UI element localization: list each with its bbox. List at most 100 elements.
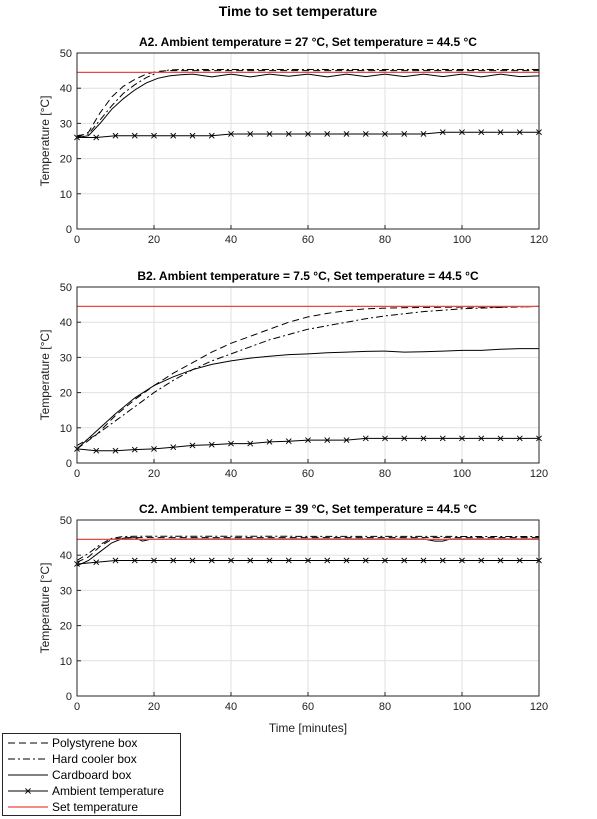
data-point-ambient-temperature [93, 447, 100, 454]
data-point-ambient-temperature [112, 557, 119, 564]
x-tick-label: 100 [453, 234, 471, 246]
y-tick-label: 20 [60, 621, 72, 633]
data-point-ambient-temperature [382, 557, 388, 564]
data-point-ambient-temperature [247, 440, 254, 447]
data-point-ambient-temperature [170, 557, 177, 564]
legend-label-hard-cooler-box: Hard cooler box [52, 752, 137, 766]
data-point-ambient-temperature [459, 435, 465, 442]
data-point-ambient-temperature [151, 446, 157, 452]
data-point-ambient-temperature [497, 557, 504, 564]
x-tick-label: 80 [379, 234, 391, 246]
y-tick-label: 0 [66, 691, 72, 703]
y-tick-label: 40 [60, 550, 72, 562]
x-tick-label: 80 [379, 701, 391, 713]
data-point-ambient-temperature [420, 131, 427, 137]
data-point-ambient-temperature [189, 557, 196, 564]
x-tick-label: 60 [302, 468, 314, 480]
data-point-ambient-temperature [208, 132, 215, 139]
x-tick-label: 80 [379, 468, 391, 480]
series-line-polystyrene-box [77, 70, 539, 138]
series-line-hard-cooler-box [77, 305, 539, 446]
y-tick-label: 10 [60, 423, 72, 435]
data-point-ambient-temperature [266, 131, 273, 137]
series-line-hard-cooler-box [77, 69, 539, 137]
data-point-ambient-temperature [247, 131, 254, 137]
x-tick-label: 20 [148, 468, 160, 480]
data-point-ambient-temperature [266, 557, 273, 564]
y-tick-label: 0 [66, 224, 72, 236]
data-point-ambient-temperature [93, 559, 100, 566]
data-point-ambient-temperature [112, 132, 119, 139]
data-point-ambient-temperature [170, 132, 177, 139]
data-point-ambient-temperature [324, 131, 331, 137]
data-point-ambient-temperature [151, 557, 157, 564]
x-tick-label: 20 [148, 701, 160, 713]
y-tick-label: 50 [60, 282, 72, 294]
data-point-ambient-temperature [189, 132, 196, 139]
data-point-ambient-temperature [401, 131, 408, 137]
y-axis-label: Temperature [°C] [38, 96, 52, 187]
x-tick-label: 60 [302, 234, 314, 246]
y-tick-label: 40 [60, 317, 72, 329]
data-point-ambient-temperature [439, 129, 446, 136]
panel-title: B2. Ambient temperature = 7.5 °C, Set te… [137, 269, 479, 283]
data-point-ambient-temperature [516, 557, 523, 564]
y-tick-label: 10 [60, 656, 72, 668]
data-point-ambient-temperature [285, 438, 292, 445]
data-point-ambient-temperature [497, 129, 504, 136]
legend-label-set-temperature: Set temperature [52, 800, 138, 814]
data-point-ambient-temperature [459, 557, 465, 564]
legend-label-polystyrene-box: Polystyrene box [52, 736, 137, 750]
panel-title: A2. Ambient temperature = 27 °C, Set tem… [139, 35, 477, 49]
data-point-ambient-temperature [343, 437, 350, 444]
figure-title: Time to set temperature [219, 3, 378, 19]
axes-frame [76, 519, 540, 697]
x-tick-label: 40 [225, 701, 237, 713]
data-point-ambient-temperature [516, 129, 523, 136]
axes-frame [76, 52, 540, 230]
y-tick-label: 40 [60, 83, 72, 95]
legend-label-ambient-temperature: Ambient temperature [52, 784, 164, 798]
data-point-ambient-temperature [208, 557, 215, 564]
series-line-polystyrene-box [77, 537, 539, 563]
x-tick-label: 60 [302, 701, 314, 713]
y-tick-label: 0 [66, 458, 72, 470]
x-tick-label: 40 [225, 234, 237, 246]
data-point-ambient-temperature [516, 435, 523, 442]
x-tick-label: 40 [225, 468, 237, 480]
series-line-cardboard-box [77, 73, 539, 138]
data-point-ambient-temperature [189, 442, 196, 449]
x-tick-label: 0 [74, 701, 80, 713]
data-point-ambient-temperature [131, 557, 138, 564]
data-point-ambient-temperature [362, 557, 369, 564]
data-point-ambient-temperature [343, 557, 350, 564]
y-tick-label: 20 [60, 388, 72, 400]
x-tick-label: 120 [530, 701, 548, 713]
y-tick-label: 10 [60, 189, 72, 201]
data-point-ambient-temperature [208, 441, 215, 448]
data-point-ambient-temperature [305, 557, 311, 564]
y-tick-label: 50 [60, 48, 72, 60]
x-tick-label: 20 [148, 234, 160, 246]
series-line-cardboard-box [77, 348, 539, 450]
panel-title: C2. Ambient temperature = 39 °C, Set tem… [139, 502, 477, 516]
data-point-ambient-temperature [285, 131, 292, 137]
data-point-ambient-temperature [285, 557, 292, 564]
data-point-ambient-temperature [459, 129, 465, 136]
x-tick-label: 120 [530, 234, 548, 246]
data-point-ambient-temperature [324, 557, 331, 564]
data-point-ambient-temperature [324, 437, 331, 444]
chart-panel-3: C2. Ambient temperature = 39 °C, Set tem… [38, 502, 548, 713]
data-point-ambient-temperature [478, 557, 485, 564]
data-point-ambient-temperature [420, 435, 427, 442]
data-point-ambient-temperature [228, 557, 234, 564]
x-tick-label: 0 [74, 468, 80, 480]
data-point-ambient-temperature [401, 435, 408, 442]
data-point-ambient-temperature [401, 557, 408, 564]
data-point-ambient-temperature [362, 435, 369, 442]
chart-panel-2: B2. Ambient temperature = 7.5 °C, Set te… [38, 269, 548, 480]
y-tick-label: 50 [60, 515, 72, 527]
data-point-ambient-temperature [439, 435, 446, 442]
data-point-ambient-temperature [131, 132, 138, 139]
